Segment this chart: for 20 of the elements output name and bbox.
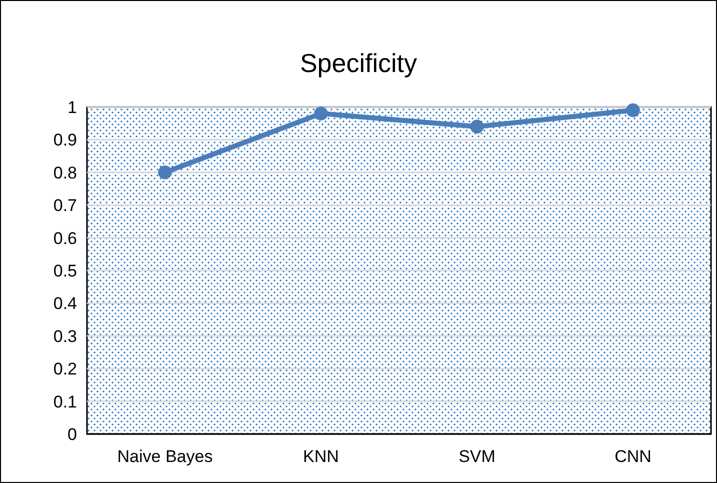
x-tick-label: Naive Bayes bbox=[117, 447, 213, 466]
point bbox=[470, 120, 484, 134]
y-tick-label: 0.8 bbox=[53, 163, 77, 182]
y-tick-label: 0.7 bbox=[53, 196, 77, 216]
y-tick-label: 0.9 bbox=[53, 130, 77, 150]
point bbox=[314, 106, 328, 120]
y-tick-label: 0.3 bbox=[53, 326, 77, 346]
x-tick-label: CNN bbox=[614, 447, 652, 466]
y-tick-label: 0.6 bbox=[53, 228, 77, 248]
y-tick-label: 0.5 bbox=[53, 261, 77, 280]
y-tick-label: 0 bbox=[68, 424, 77, 444]
y-tick-label: 0.2 bbox=[53, 360, 77, 379]
x-tick-label: SVM bbox=[458, 447, 496, 466]
point bbox=[626, 103, 640, 118]
chart-title: Specificity bbox=[300, 48, 418, 78]
y-tick-label: 0.4 bbox=[53, 294, 77, 314]
point bbox=[158, 166, 172, 180]
x-tick-label: KNN bbox=[303, 447, 339, 466]
y-tick-label: 0.1 bbox=[53, 392, 77, 412]
y-tick-label: 1 bbox=[68, 98, 77, 117]
